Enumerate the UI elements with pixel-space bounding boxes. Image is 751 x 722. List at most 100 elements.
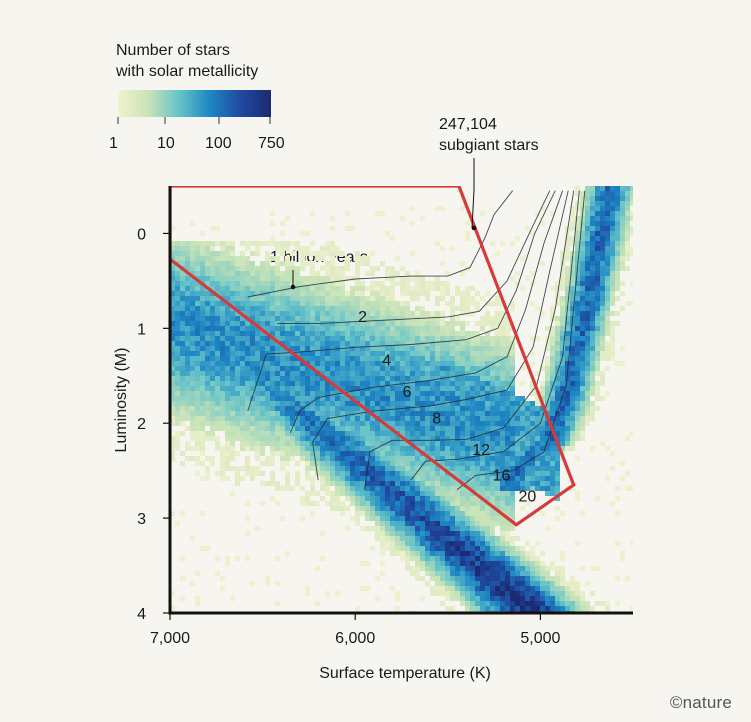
heatmap-cell xyxy=(325,446,330,451)
heatmap-cell xyxy=(460,521,465,526)
heatmap-cell xyxy=(355,271,360,276)
heatmap-cell xyxy=(290,416,295,421)
heatmap-cell xyxy=(560,591,565,596)
heatmap-cell xyxy=(545,326,550,331)
heatmap-cell xyxy=(180,366,185,371)
heatmap-cell xyxy=(425,366,430,371)
heatmap-cell xyxy=(450,506,455,511)
heatmap-cell xyxy=(390,451,395,456)
heatmap-cell xyxy=(465,411,470,416)
heatmap-cell xyxy=(290,446,295,451)
heatmap-cell xyxy=(495,436,500,441)
heatmap-cell xyxy=(540,366,545,371)
heatmap-cell xyxy=(390,436,395,441)
heatmap-cell xyxy=(365,561,370,566)
heatmap-cell xyxy=(500,601,505,606)
heatmap-cell xyxy=(555,366,560,371)
heatmap-cell xyxy=(370,496,375,501)
heatmap-cell xyxy=(260,471,265,476)
heatmap-cell xyxy=(200,231,205,236)
y-tick-label: 4 xyxy=(137,606,146,623)
heatmap-cell xyxy=(260,341,265,346)
heatmap-cell xyxy=(460,396,465,401)
heatmap-cell xyxy=(470,571,475,576)
heatmap-cell xyxy=(480,506,485,511)
heatmap-cell xyxy=(505,356,510,361)
heatmap-cell xyxy=(435,511,440,516)
heatmap-cell xyxy=(410,221,415,226)
heatmap-cell xyxy=(540,596,545,601)
heatmap-cell xyxy=(625,221,630,226)
heatmap-cell xyxy=(440,371,445,376)
heatmap-cell xyxy=(475,576,480,581)
heatmap-cell xyxy=(550,586,555,591)
heatmap-cell xyxy=(235,346,240,351)
heatmap-cell xyxy=(305,336,310,341)
heatmap-cell xyxy=(570,396,575,401)
heatmap-cell xyxy=(440,361,445,366)
heatmap-cell xyxy=(470,356,475,361)
heatmap-cell xyxy=(220,336,225,341)
heatmap-cell xyxy=(470,456,475,461)
heatmap-cell xyxy=(365,511,370,516)
heatmap-cell xyxy=(335,246,340,251)
heatmap-cell xyxy=(430,386,435,391)
heatmap-cell xyxy=(250,306,255,311)
heatmap-cell xyxy=(360,351,365,356)
heatmap-cell xyxy=(390,236,395,241)
heatmap-cell xyxy=(275,256,280,261)
heatmap-cell xyxy=(580,396,585,401)
heatmap-cell xyxy=(445,531,450,536)
heatmap-cell xyxy=(205,301,210,306)
heatmap-cell xyxy=(415,491,420,496)
heatmap-cell xyxy=(280,361,285,366)
heatmap-cell xyxy=(575,256,580,261)
heatmap-cell xyxy=(575,411,580,416)
heatmap-cell xyxy=(430,396,435,401)
heatmap-cell xyxy=(410,541,415,546)
heatmap-cell xyxy=(170,286,175,291)
heatmap-cell xyxy=(570,486,575,491)
heatmap-cell xyxy=(420,576,425,581)
heatmap-cell xyxy=(335,381,340,386)
heatmap-cell xyxy=(405,391,410,396)
heatmap-cell xyxy=(425,316,430,321)
heatmap-cell xyxy=(195,421,200,426)
heatmap-cell xyxy=(500,491,505,496)
heatmap-cell xyxy=(365,336,370,341)
heatmap-cell xyxy=(565,341,570,346)
heatmap-cell xyxy=(520,431,525,436)
heatmap-cell xyxy=(605,321,610,326)
heatmap-cell xyxy=(210,251,215,256)
heatmap-cell xyxy=(330,316,335,321)
heatmap-cell xyxy=(325,491,330,496)
heatmap-cell xyxy=(220,576,225,581)
heatmap-cell xyxy=(390,506,395,511)
heatmap-cell xyxy=(335,331,340,336)
heatmap-cell xyxy=(330,296,335,301)
heatmap-cell xyxy=(370,326,375,331)
heatmap-cell xyxy=(380,381,385,386)
heatmap-cell xyxy=(410,531,415,536)
heatmap-cell xyxy=(275,391,280,396)
heatmap-cell xyxy=(535,581,540,586)
heatmap-cell xyxy=(405,431,410,436)
heatmap-cell xyxy=(500,466,505,471)
heatmap-cell xyxy=(495,346,500,351)
heatmap-cell xyxy=(435,381,440,386)
heatmap-cell xyxy=(345,461,350,466)
heatmap-cell xyxy=(375,521,380,526)
heatmap-cell xyxy=(490,326,495,331)
heatmap-cell xyxy=(490,366,495,371)
heatmap-cell xyxy=(580,241,585,246)
heatmap-cell xyxy=(570,286,575,291)
heatmap-cell xyxy=(570,211,575,216)
heatmap-cell xyxy=(240,326,245,331)
heatmap-cell xyxy=(255,471,260,476)
heatmap-cell xyxy=(200,441,205,446)
heatmap-cell xyxy=(535,306,540,311)
heatmap-cell xyxy=(585,321,590,326)
heatmap-cell xyxy=(425,471,430,476)
heatmap-cell xyxy=(395,321,400,326)
heatmap-cell xyxy=(360,446,365,451)
